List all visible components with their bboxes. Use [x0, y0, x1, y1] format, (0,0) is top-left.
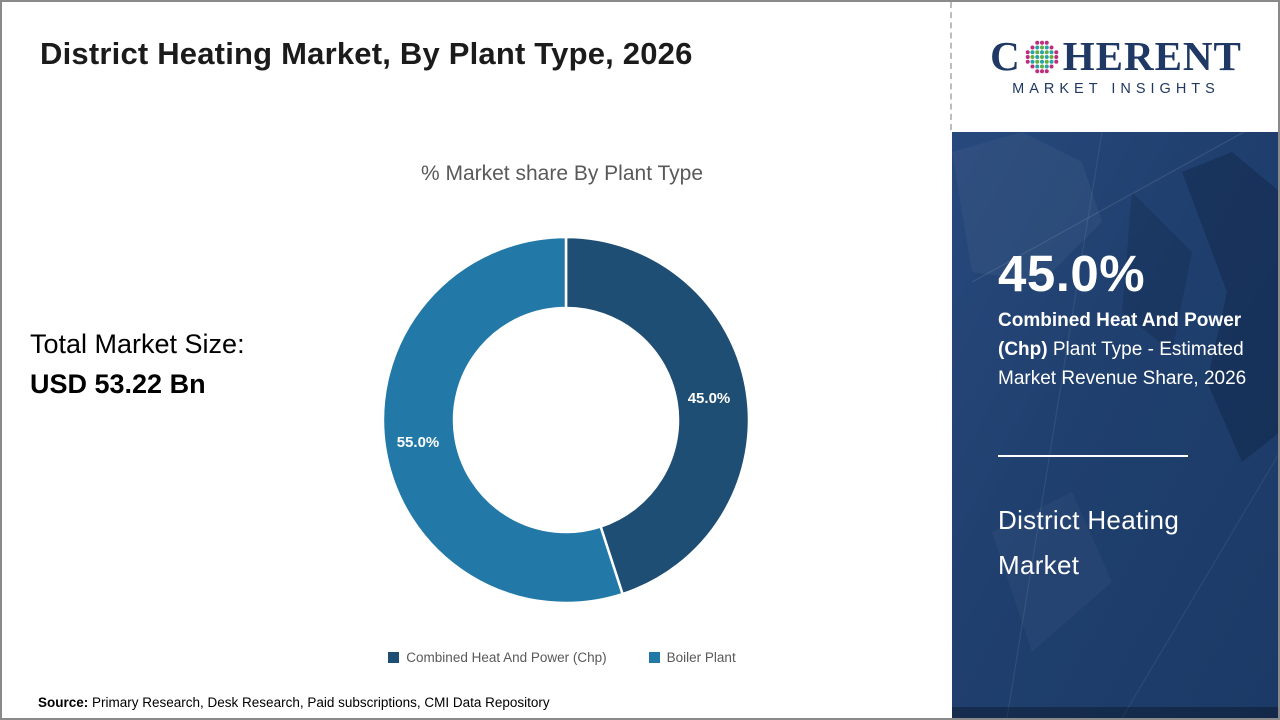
brand-wordmark: C HERENT	[990, 35, 1242, 77]
logo-panel: C HERENT MARKET INSIGHTS	[950, 2, 1278, 130]
world-map-decoration	[952, 132, 1278, 718]
divider-line	[998, 455, 1188, 457]
slice-label-boiler: 55.0%	[396, 434, 440, 451]
highlight-sidebar: 45.0% Combined Heat And Power (Chp) Plan…	[952, 132, 1278, 718]
source-label: Source:	[38, 695, 89, 710]
logo-globe-icon	[1025, 40, 1059, 74]
stat-description: Combined Heat And Power (Chp) Plant Type…	[998, 306, 1252, 393]
legend-label-chp: Combined Heat And Power (Chp)	[406, 650, 607, 665]
total-market-size: Total Market Size: USD 53.22 Bn	[30, 324, 245, 404]
bottom-strip	[952, 707, 1278, 718]
total-market-label: Total Market Size:	[30, 329, 245, 359]
market-name-line1: District Heating	[998, 505, 1180, 535]
legend-item-chp: Combined Heat And Power (Chp)	[388, 650, 607, 665]
source-text: Primary Research, Desk Research, Paid su…	[88, 695, 550, 710]
legend-swatch-boiler-icon	[648, 652, 660, 663]
stat-description-rest: Plant Type - Estimated Market Revenue Sh…	[998, 339, 1247, 389]
legend-label-boiler: Boiler Plant	[666, 650, 736, 665]
legend-item-boiler: Boiler Plant	[648, 650, 736, 665]
chart-title: % Market share By Plant Type	[420, 162, 704, 185]
stat-value: 45.0%	[998, 245, 1146, 302]
page-title: District Heating Market, By Plant Type, …	[40, 36, 693, 71]
source-note: Source: Primary Research, Desk Research,…	[38, 695, 550, 710]
total-market-value: USD 53.22 Bn	[30, 369, 206, 399]
brand-subtitle: MARKET INSIGHTS	[1012, 81, 1220, 97]
chart-panel: District Heating Market, By Plant Type, …	[2, 2, 950, 718]
legend-swatch-chp-icon	[388, 652, 400, 663]
market-name-line2: Market	[998, 550, 1080, 580]
donut-slice-chp	[564, 235, 751, 596]
brand-letter-c: C	[990, 32, 1021, 79]
market-name: District Heating Market	[998, 498, 1179, 588]
brand-word-rest: HERENT	[1062, 32, 1242, 79]
slice-label-chp: 45.0%	[687, 390, 731, 407]
chart-legend: Combined Heat And Power (Chp) Boiler Pla…	[262, 650, 862, 665]
stat-description-bold: Combined Heat And Power (Chp)	[998, 310, 1242, 360]
donut-chart	[381, 235, 751, 605]
donut-slice-boiler	[381, 235, 624, 605]
